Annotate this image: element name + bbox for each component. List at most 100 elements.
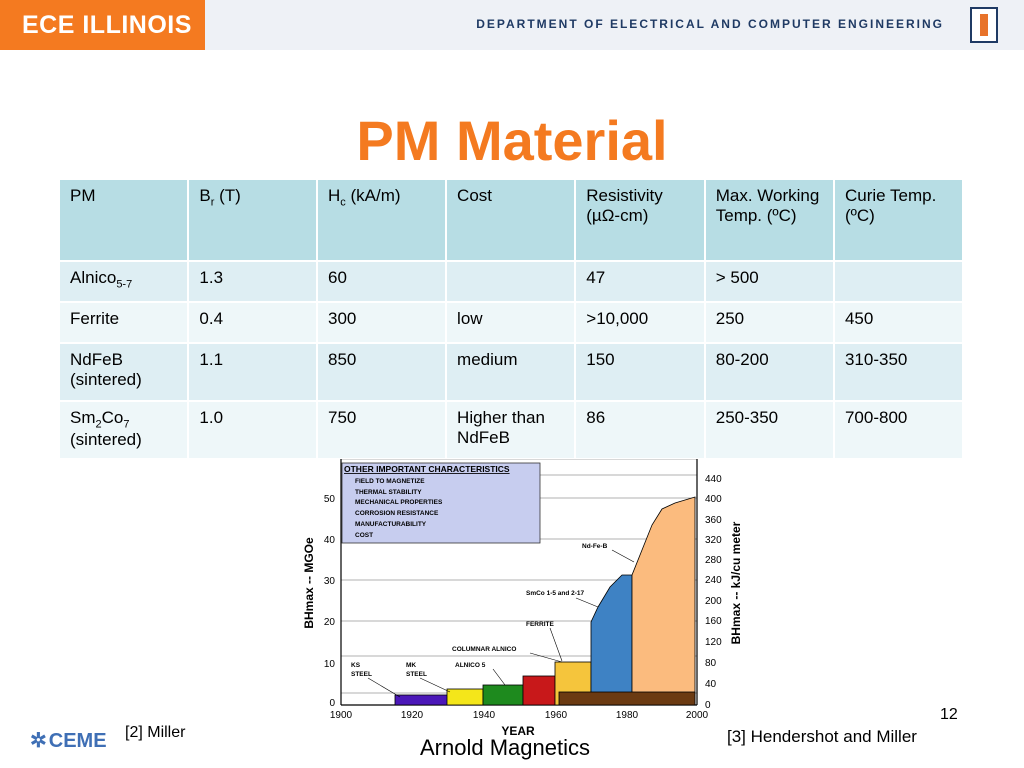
- y-left-tick: 40: [324, 535, 336, 546]
- cell-max-temp: 80-200: [705, 344, 835, 402]
- cell-resistivity: >10,000: [576, 303, 706, 344]
- table-row: Sm2Co7 (sintered) 1.0 750 Higher than NdF…: [60, 402, 964, 460]
- smco-region: [590, 574, 633, 706]
- y-left-axis-label: BHmax -- MGOe: [302, 537, 316, 629]
- ks-steel-label-line2: STEEL: [351, 671, 372, 678]
- cell-hc: 750: [318, 402, 448, 460]
- y-right-tick: 280: [705, 555, 722, 566]
- cell-cost: [447, 262, 577, 303]
- y-right-tick: 360: [705, 515, 722, 526]
- y-right-tick: 120: [705, 637, 722, 648]
- characteristic-item: MECHANICAL PROPERTIES: [355, 499, 443, 506]
- table-row: NdFeB (sintered) 1.1 850 medium 150 80-20…: [60, 344, 964, 402]
- characteristic-item: FIELD TO MAGNETIZE: [355, 478, 425, 485]
- alnico5-bar: [482, 684, 524, 706]
- y-right-tick: 80: [705, 658, 717, 669]
- ndfeb-region: [631, 496, 696, 706]
- header-max-temp: Max. Working Temp. (ºC): [705, 180, 835, 262]
- y-left-tick: 20: [324, 617, 336, 628]
- x-tick: 1920: [401, 710, 424, 721]
- characteristic-item: MANUFACTURABILITY: [355, 521, 427, 528]
- x-tick: 1940: [473, 710, 496, 721]
- page-number: 12: [940, 706, 958, 723]
- characteristic-item: COST: [355, 532, 373, 539]
- cell-br: 1.0: [189, 402, 318, 460]
- x-tick: 2000: [686, 710, 709, 721]
- cell-resistivity: 86: [576, 402, 706, 460]
- cell-curie-temp: 450: [834, 303, 964, 344]
- cell-cost: Higher than NdFeB: [447, 402, 577, 460]
- y-left-tick: 10: [324, 659, 336, 670]
- header-pm: PM: [60, 180, 190, 262]
- y-right-axis-label: BHmax -- kJ/cu meter: [729, 521, 743, 644]
- reference-right: [3] Hendershot and Miller: [727, 727, 917, 746]
- cell-max-temp: 250-350: [705, 402, 835, 460]
- cell-hc: 60: [318, 262, 448, 303]
- table-header-row: PM Br (T) Hc (kA/m) Cost Resistivity (µΩ…: [60, 180, 964, 262]
- cell-max-temp: 250: [705, 303, 835, 344]
- y-right-tick: 40: [705, 679, 717, 690]
- slide-header: ECE ILLINOIS DEPARTMENT OF ELECTRICAL AN…: [0, 0, 1024, 50]
- ks-steel-label-line1: KS: [351, 662, 361, 669]
- y-right-tick: 400: [705, 494, 722, 505]
- brown-base-bar: [558, 691, 696, 706]
- ceme-logo: ✲ CEME: [30, 730, 107, 752]
- slide-title: PM Material: [356, 109, 668, 172]
- cell-resistivity: 47: [576, 262, 706, 303]
- cell-pm: NdFeB (sintered): [60, 344, 190, 402]
- characteristic-item: THERMAL STABILITY: [355, 489, 422, 496]
- cell-max-temp: > 500: [705, 262, 835, 303]
- characteristics-title: OTHER IMPORTANT CHARACTERISTICS: [344, 464, 510, 474]
- y-right-tick: 0: [705, 700, 711, 711]
- ks-steel-bar: [394, 694, 451, 706]
- cell-curie-temp: [834, 262, 964, 303]
- reference-left: [2] Miller: [125, 724, 186, 741]
- columnar-alnico-bar: [522, 675, 556, 706]
- cell-pm: Ferrite: [60, 303, 190, 344]
- x-axis-label: YEAR: [501, 724, 535, 738]
- brand-logo-text: ECE ILLINOIS: [0, 0, 205, 50]
- y-left-tick: 50: [324, 494, 336, 505]
- header-cost: Cost: [447, 180, 577, 262]
- table-row: Alnico5-7 1.3 60 47 > 500: [60, 262, 964, 303]
- cell-br: 1.1: [189, 344, 318, 402]
- y-right-tick: 160: [705, 616, 722, 627]
- characteristics-box: [341, 462, 541, 544]
- alnico5-label: ALNICO 5: [455, 662, 486, 669]
- department-bar: DEPARTMENT OF ELECTRICAL AND COMPUTER EN…: [205, 0, 1024, 50]
- header-curie-temp: Curie Temp. (ºC): [834, 180, 964, 262]
- ferrite-label: FERRITE: [526, 621, 554, 628]
- pm-material-table: PM Br (T) Hc (kA/m) Cost Resistivity (µΩ…: [60, 180, 964, 460]
- cell-curie-temp: 310-350: [834, 344, 964, 402]
- cell-cost: low: [447, 303, 577, 344]
- y-left-tick: 30: [324, 576, 336, 587]
- header-hc: Hc (kA/m): [318, 180, 448, 262]
- mk-steel-bar: [446, 688, 484, 706]
- header-resistivity: Resistivity (µΩ-cm): [576, 180, 706, 262]
- cell-br: 0.4: [189, 303, 318, 344]
- cell-curie-temp: 700-800: [834, 402, 964, 460]
- cell-resistivity: 150: [576, 344, 706, 402]
- mk-steel-label-line2: STEEL: [406, 671, 427, 678]
- y-right-tick: 440: [705, 474, 722, 485]
- gear-icon: ✲: [30, 730, 47, 752]
- columnar-alnico-label: COLUMNAR ALNICO: [452, 646, 516, 653]
- table-row: Ferrite 0.4 300 low >10,000 250 450: [60, 303, 964, 344]
- y-right-tick: 320: [705, 535, 722, 546]
- cell-br: 1.3: [189, 262, 318, 303]
- x-tick: 1960: [545, 710, 568, 721]
- cell-cost: medium: [447, 344, 577, 402]
- university-logo-icon: [970, 7, 998, 43]
- ndfeb-label: Nd-Fe-B: [582, 543, 608, 550]
- bhmax-history-figure: OTHER IMPORTANT CHARACTERISTICS FIELD TO…: [302, 459, 743, 738]
- cell-hc: 300: [318, 303, 448, 344]
- cell-hc: 850: [318, 344, 448, 402]
- characteristic-item: CORROSION RESISTANCE: [355, 510, 439, 517]
- smco-label: SmCo 1-5 and 2-17: [526, 590, 585, 597]
- department-title: DEPARTMENT OF ELECTRICAL AND COMPUTER EN…: [476, 17, 944, 31]
- header-br: Br (T): [189, 180, 318, 262]
- cell-pm: Alnico5-7: [60, 262, 190, 303]
- mk-steel-label-line1: MK: [406, 662, 416, 669]
- reference-center: Arnold Magnetics: [420, 735, 590, 760]
- x-tick: 1900: [330, 710, 353, 721]
